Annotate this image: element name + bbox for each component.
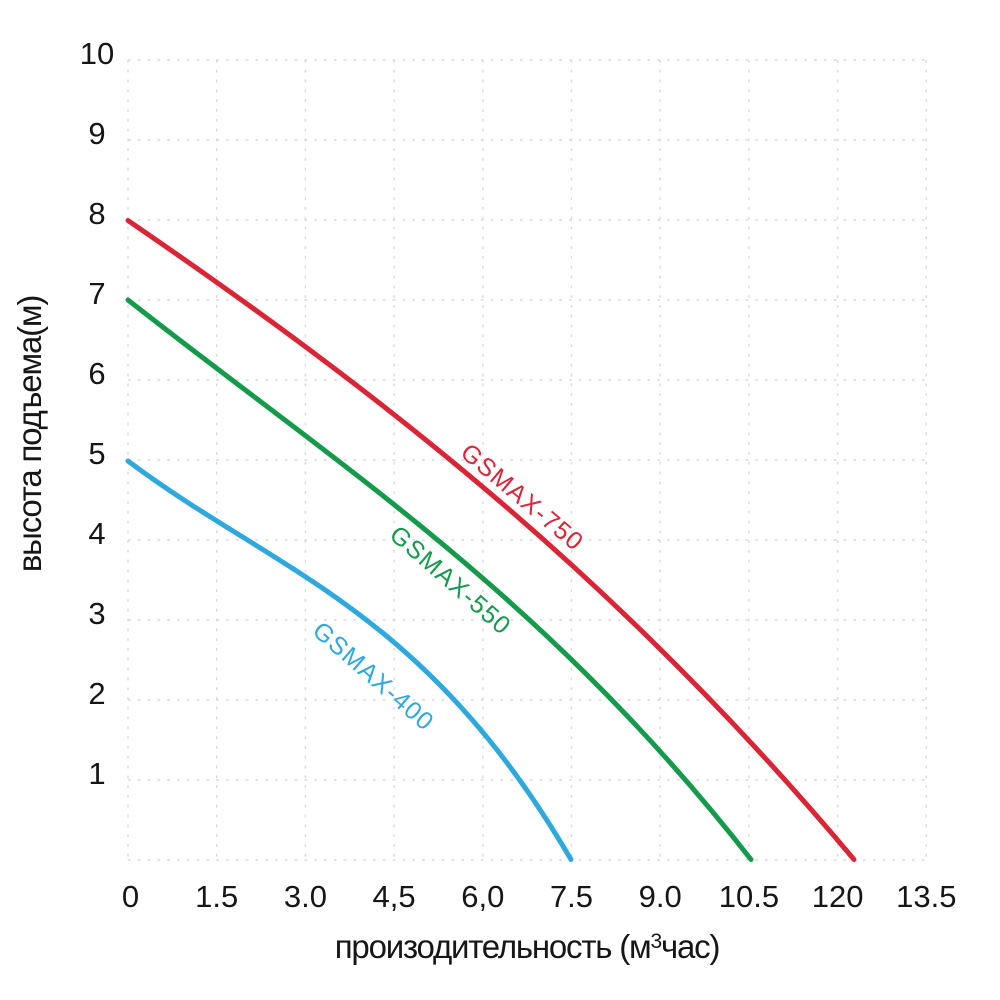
svg-text:6: 6	[88, 356, 105, 391]
svg-text:120: 120	[812, 879, 864, 914]
svg-text:10: 10	[80, 36, 114, 71]
svg-text:0: 0	[122, 879, 139, 914]
svg-text:8: 8	[88, 196, 105, 231]
svg-text:6,0: 6,0	[461, 879, 504, 914]
svg-text:5: 5	[88, 436, 105, 471]
svg-text:7.5: 7.5	[550, 879, 593, 914]
svg-text:9.0: 9.0	[639, 879, 682, 914]
svg-text:2: 2	[88, 676, 105, 711]
svg-text:10.5: 10.5	[719, 879, 779, 914]
svg-text:произодительность (м3час): произодительность (м3час)	[335, 928, 720, 965]
svg-text:9: 9	[88, 116, 105, 151]
svg-text:4,5: 4,5	[373, 879, 416, 914]
svg-text:1: 1	[88, 756, 105, 791]
svg-text:3: 3	[88, 596, 105, 631]
svg-text:высота подъема(м): высота подъема(м)	[11, 296, 48, 572]
svg-text:7: 7	[88, 276, 105, 311]
svg-text:4: 4	[88, 516, 105, 551]
svg-text:1.5: 1.5	[195, 879, 238, 914]
svg-text:13.5: 13.5	[896, 879, 956, 914]
svg-text:3.0: 3.0	[284, 879, 327, 914]
